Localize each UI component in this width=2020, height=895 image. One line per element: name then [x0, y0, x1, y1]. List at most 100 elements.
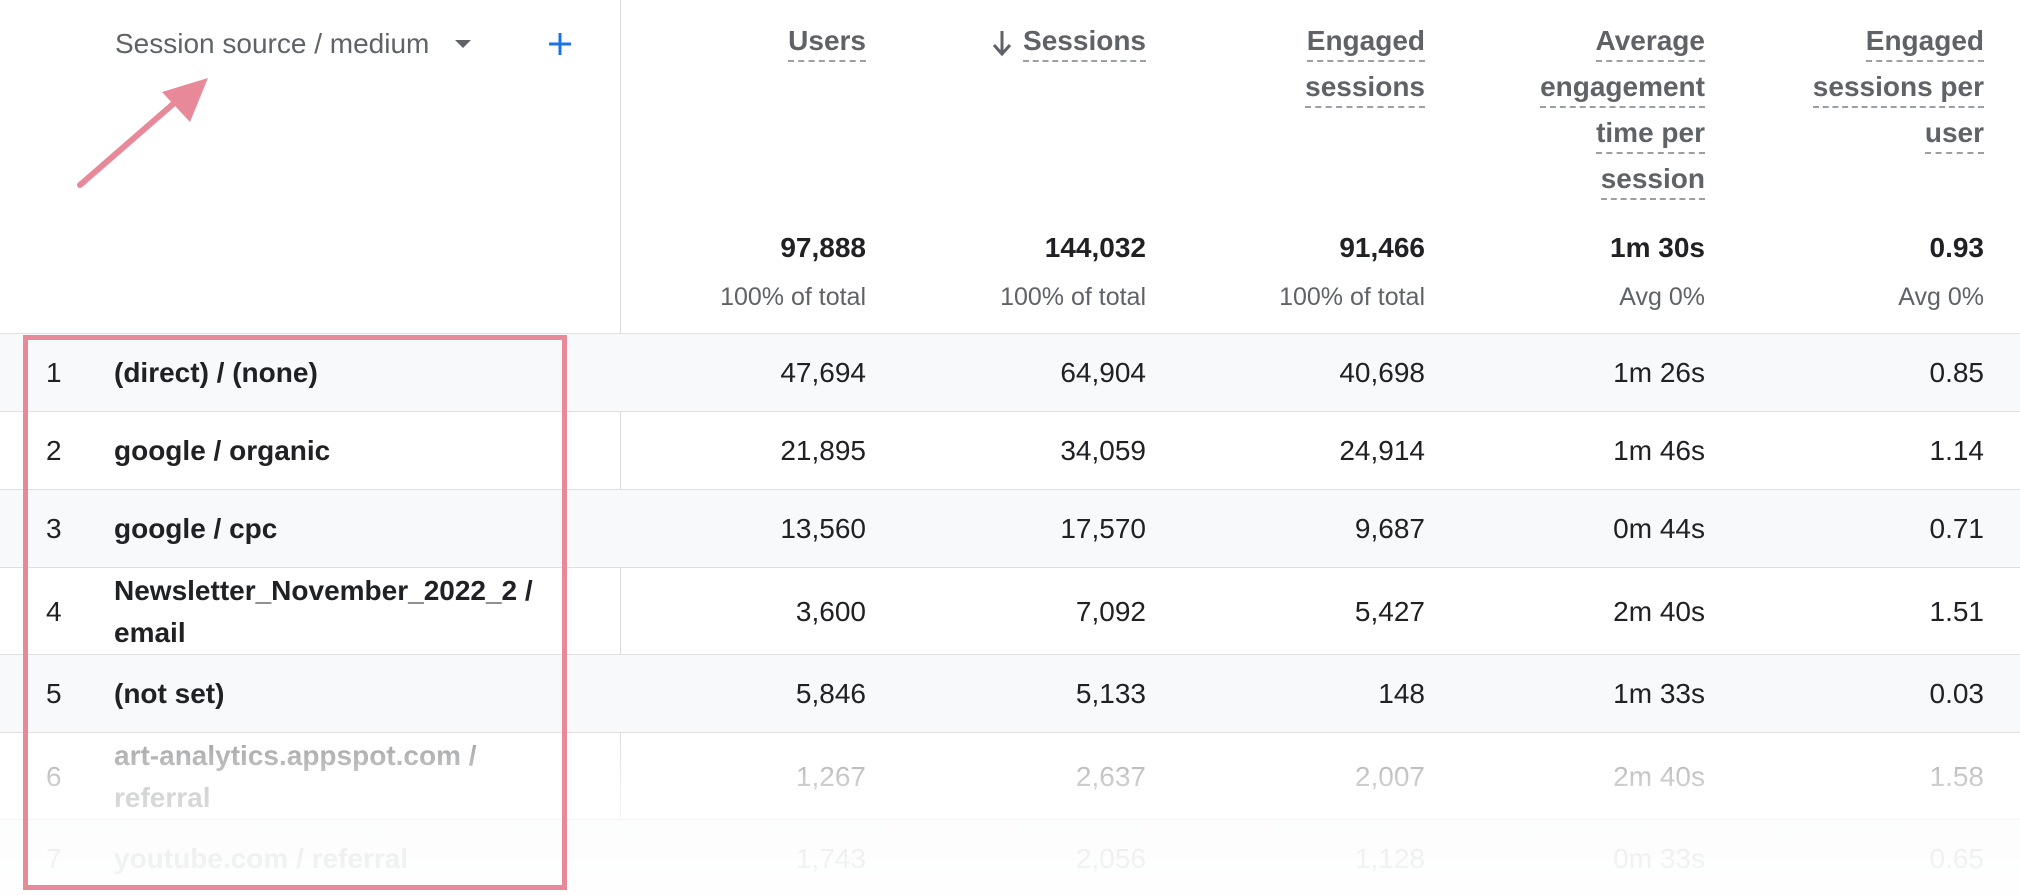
row-index: 7: [46, 843, 62, 874]
row-metric-sessions: 2,637: [1075, 760, 1146, 792]
row-content: 7 youtube.com / referral 1,743 2,056 1,128 0m…: [0, 820, 2020, 895]
column-header-engaged-sessions-per-user[interactable]: Engaged sessions per user: [1724, 20, 1984, 158]
table-row[interactable]: 6 art-analytics.appspot.com / referral 1,26…: [0, 732, 2020, 819]
row-dimension-value[interactable]: google / organic: [114, 430, 564, 472]
row-metric-sessions: 2,056: [1075, 843, 1146, 874]
total-subtext: 100% of total: [1279, 283, 1425, 311]
column-header-label[interactable]: Sessions: [1023, 24, 1146, 62]
row-content: 4 Newsletter_November_2022_2 / email 3,600 7…: [0, 568, 2020, 655]
row-index: 2: [46, 435, 62, 466]
dimension-label[interactable]: Session source / medium: [115, 28, 430, 59]
row-dimension-line: (not set): [114, 678, 225, 709]
row-metric-engaged-sessions-per-user: 1.51: [1929, 595, 1985, 627]
row-content: 3 google / cpc 13,560 17,570 9,687 0m 44s 0.71: [0, 490, 2020, 568]
row-index: 4: [46, 595, 62, 627]
row-dimension-value[interactable]: (not set): [114, 673, 564, 715]
table-row[interactable]: 4 Newsletter_November_2022_2 / email 3,600 7…: [0, 567, 2020, 654]
column-header-sessions[interactable]: Sessions: [886, 20, 1146, 66]
total-value: 1m 30s: [1610, 232, 1705, 263]
row-content: 5 (not set) 5,846 5,133 148 1m 33s 0.03: [0, 655, 2020, 733]
total-subtext: 100% of total: [720, 283, 866, 311]
row-metric-avg-engagement-time: 1m 26s: [1613, 357, 1705, 388]
row-metric-engaged-sessions: 1,128: [1354, 843, 1425, 874]
plus-icon: [549, 33, 571, 55]
row-dimension-line: (direct) / (none): [114, 357, 318, 388]
row-dimension-line: google / organic: [114, 435, 331, 466]
data-rows: 1 (direct) / (none) 47,694 64,904 40,698 1m 2…: [0, 333, 2020, 895]
row-metric-engaged-sessions-per-user: 0.65: [1929, 843, 1985, 874]
table-row[interactable]: 3 google / cpc 13,560 17,570 9,687 0m 44s 0.71: [0, 489, 2020, 567]
row-metric-sessions: 5,133: [1075, 678, 1146, 709]
row-index: 5: [46, 678, 62, 709]
column-divider: [620, 0, 621, 895]
column-header-engaged-sessions[interactable]: Engaged sessions: [1165, 20, 1425, 112]
row-index: 6: [46, 760, 62, 792]
row-metric-avg-engagement-time: 1m 33s: [1613, 678, 1705, 709]
total-subtext: Avg 0%: [1619, 283, 1705, 311]
row-metric-engaged-sessions-per-user: 0.03: [1929, 678, 1985, 709]
row-index: 1: [46, 357, 62, 388]
row-dimension-line: youtube.com / referral: [114, 843, 409, 874]
row-index: 3: [46, 513, 62, 544]
row-metric-sessions: 64,904: [1060, 357, 1146, 388]
row-content: 2 google / organic 21,895 34,059 24,914 1m 46…: [0, 412, 2020, 490]
total-value: 144,032: [1044, 232, 1146, 263]
column-header-label[interactable]: session: [1600, 162, 1705, 200]
caret-down-icon[interactable]: [455, 40, 472, 48]
row-metric-engaged-sessions: 5,427: [1354, 595, 1425, 627]
row-metric-users: 13,560: [780, 513, 866, 544]
column-header-label[interactable]: Users: [788, 24, 866, 62]
column-header-label[interactable]: engagement: [1540, 70, 1705, 108]
row-dimension-value[interactable]: google / cpc: [114, 508, 564, 550]
row-dimension-line: art-analytics.appspot.com /: [114, 739, 477, 771]
row-metric-engaged-sessions: 9,687: [1354, 513, 1425, 544]
row-metric-engaged-sessions: 24,914: [1339, 435, 1425, 466]
row-metric-sessions: 7,092: [1075, 595, 1146, 627]
column-header-label[interactable]: user: [1924, 116, 1984, 154]
row-dimension-value[interactable]: Newsletter_November_2022_2 / email: [114, 570, 564, 654]
total-value: 0.93: [1929, 232, 1985, 263]
column-header-avg-engagement-time[interactable]: Average engagement time per session: [1445, 20, 1705, 204]
row-metric-users: 1,267: [795, 760, 866, 792]
row-metric-engaged-sessions: 40,698: [1339, 357, 1425, 388]
row-dimension-value[interactable]: (direct) / (none): [114, 352, 564, 394]
total-value: 97,888: [780, 232, 866, 263]
row-metric-engaged-sessions-per-user: 0.71: [1929, 513, 1985, 544]
row-metric-avg-engagement-time: 1m 46s: [1613, 435, 1705, 466]
column-header-label[interactable]: sessions per: [1812, 70, 1984, 108]
column-header-label[interactable]: sessions: [1305, 70, 1425, 108]
annotation-arrow: [77, 78, 208, 188]
row-metric-engaged-sessions: 148: [1378, 678, 1425, 709]
row-dimension-line: referral: [114, 781, 211, 813]
row-dimension-value[interactable]: art-analytics.appspot.com / referral: [114, 735, 564, 819]
row-metric-avg-engagement-time: 0m 44s: [1613, 513, 1705, 544]
table-row[interactable]: 5 (not set) 5,846 5,133 148 1m 33s 0.03: [0, 654, 2020, 732]
row-metric-engaged-sessions-per-user: 1.14: [1929, 435, 1985, 466]
table-row[interactable]: 1 (direct) / (none) 47,694 64,904 40,698 1m 2…: [0, 333, 2020, 411]
row-dimension-value[interactable]: youtube.com / referral: [114, 838, 564, 880]
add-dimension-button[interactable]: [545, 24, 575, 64]
row-content: 6 art-analytics.appspot.com / referral 1,26…: [0, 733, 2020, 820]
column-header-label[interactable]: Average: [1595, 24, 1705, 62]
row-dimension-line: Newsletter_November_2022_2 /: [114, 574, 533, 606]
sort-descending-icon[interactable]: [991, 29, 1013, 57]
row-metric-sessions: 34,059: [1060, 435, 1146, 466]
column-header-label[interactable]: time per: [1596, 116, 1705, 154]
row-metric-engaged-sessions: 2,007: [1354, 760, 1425, 792]
row-metric-avg-engagement-time: 0m 33s: [1613, 843, 1705, 874]
dimension-picker[interactable]: Session source / medium: [115, 24, 472, 64]
row-metric-users: 3,600: [795, 595, 866, 627]
column-header-label[interactable]: Engaged: [1865, 24, 1984, 62]
table-row[interactable]: 7 youtube.com / referral 1,743 2,056 1,128 0m…: [0, 819, 2020, 895]
total-subtext: 100% of total: [1000, 283, 1146, 311]
row-dimension-line: email: [114, 616, 186, 648]
column-header-label[interactable]: Engaged: [1306, 24, 1425, 62]
row-metric-avg-engagement-time: 2m 40s: [1613, 595, 1705, 627]
row-metric-users: 21,895: [780, 435, 866, 466]
row-metric-avg-engagement-time: 2m 40s: [1613, 760, 1705, 792]
row-metric-engaged-sessions-per-user: 0.85: [1929, 357, 1985, 388]
table-row[interactable]: 2 google / organic 21,895 34,059 24,914 1m 46…: [0, 411, 2020, 489]
row-content: 1 (direct) / (none) 47,694 64,904 40,698 1m 2…: [0, 334, 2020, 412]
column-header-users[interactable]: Users: [606, 20, 866, 66]
